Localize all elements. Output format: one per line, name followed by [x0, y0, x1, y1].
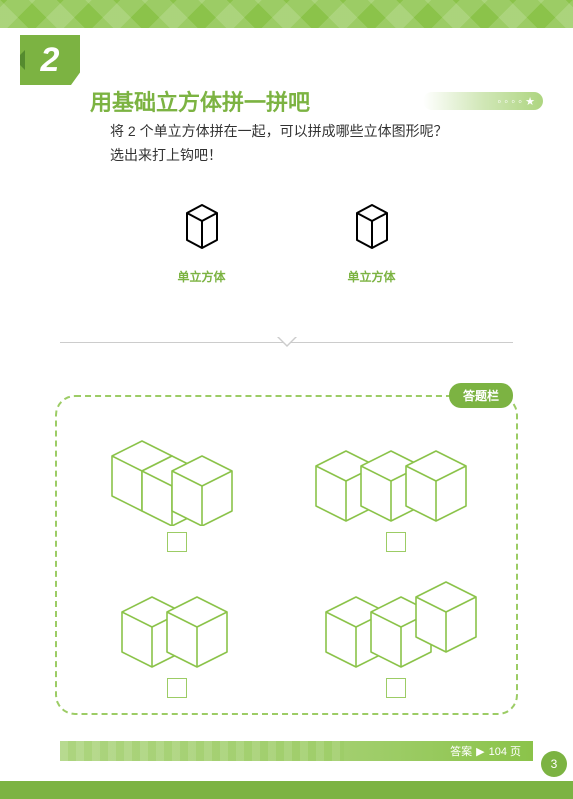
title-row: 用基础立方体拼一拼吧 ◦ ◦ ◦ ◦ ★	[90, 85, 543, 117]
footer-answer-page: 104 页	[489, 743, 521, 759]
shape-row-2cubes	[107, 582, 247, 672]
example-cube-right: 单立方体	[342, 195, 402, 285]
bottom-border	[0, 781, 573, 799]
checkbox-b[interactable]	[386, 532, 406, 552]
triangle-right-icon: ▶	[476, 745, 484, 758]
instruction-text: 将 2 个单立方体拼在一起，可以拼成哪些立体图形呢？ 选出来打上钩吧！	[110, 120, 513, 168]
checkbox-d[interactable]	[386, 678, 406, 698]
shape-row-3cubes	[306, 436, 486, 526]
answer-section-label: 答题栏	[449, 383, 513, 408]
footer-bar: 答案 ▶ 104 页	[60, 741, 533, 761]
difficulty-stars: ◦ ◦ ◦ ◦ ★	[423, 92, 543, 110]
page-title: 用基础立方体拼一拼吧	[90, 85, 310, 117]
body-line-1: 将 2 个单立方体拼在一起，可以拼成哪些立体图形呢？	[110, 123, 448, 139]
checkbox-c[interactable]	[167, 678, 187, 698]
section-number-badge: 2	[20, 35, 80, 85]
cube-label-left: 单立方体	[172, 268, 232, 285]
options-grid	[77, 417, 496, 698]
example-cubes-row: 单立方体 单立方体	[0, 195, 573, 285]
option-b	[297, 417, 497, 552]
section-divider	[60, 335, 513, 349]
checkbox-a[interactable]	[167, 532, 187, 552]
body-line-2: 选出来打上钩吧！	[110, 147, 222, 163]
cube-label-right: 单立方体	[342, 268, 402, 285]
footer-answer-ref: 答案 ▶ 104 页	[450, 743, 533, 759]
shape-l-3cubes	[92, 421, 262, 526]
footer-answer-label: 答案	[450, 743, 472, 759]
option-d	[297, 562, 497, 698]
option-c	[77, 562, 277, 698]
example-cube-left: 单立方体	[172, 195, 232, 285]
cube-icon	[342, 195, 402, 255]
page-number: 3	[551, 757, 558, 771]
option-a	[77, 417, 277, 552]
cube-icon	[172, 195, 232, 255]
section-number: 2	[41, 41, 60, 80]
footer-pattern	[60, 741, 344, 761]
page-number-badge: 3	[541, 751, 567, 777]
answer-box	[55, 395, 518, 715]
shape-step-3cubes	[311, 562, 481, 672]
chevron-down-icon	[277, 337, 297, 347]
top-pattern-border	[0, 0, 573, 28]
